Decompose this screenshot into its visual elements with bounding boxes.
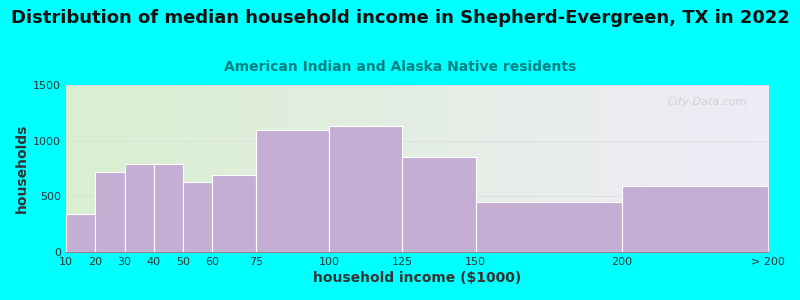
Bar: [256, 130, 330, 252]
Bar: [402, 158, 475, 252]
Text: American Indian and Alaska Native residents: American Indian and Alaska Native reside…: [224, 60, 576, 74]
Bar: [154, 164, 183, 252]
Y-axis label: households: households: [15, 124, 29, 213]
Text: City-Data.com: City-Data.com: [667, 97, 747, 107]
Text: Distribution of median household income in Shepherd-Evergreen, TX in 2022: Distribution of median household income …: [10, 9, 790, 27]
Bar: [95, 172, 125, 252]
Bar: [475, 202, 622, 252]
Bar: [125, 164, 154, 252]
Bar: [622, 186, 768, 252]
Bar: [66, 214, 95, 252]
Bar: [212, 175, 256, 252]
X-axis label: household income ($1000): household income ($1000): [313, 271, 521, 285]
Bar: [330, 126, 402, 252]
Bar: [183, 182, 212, 252]
